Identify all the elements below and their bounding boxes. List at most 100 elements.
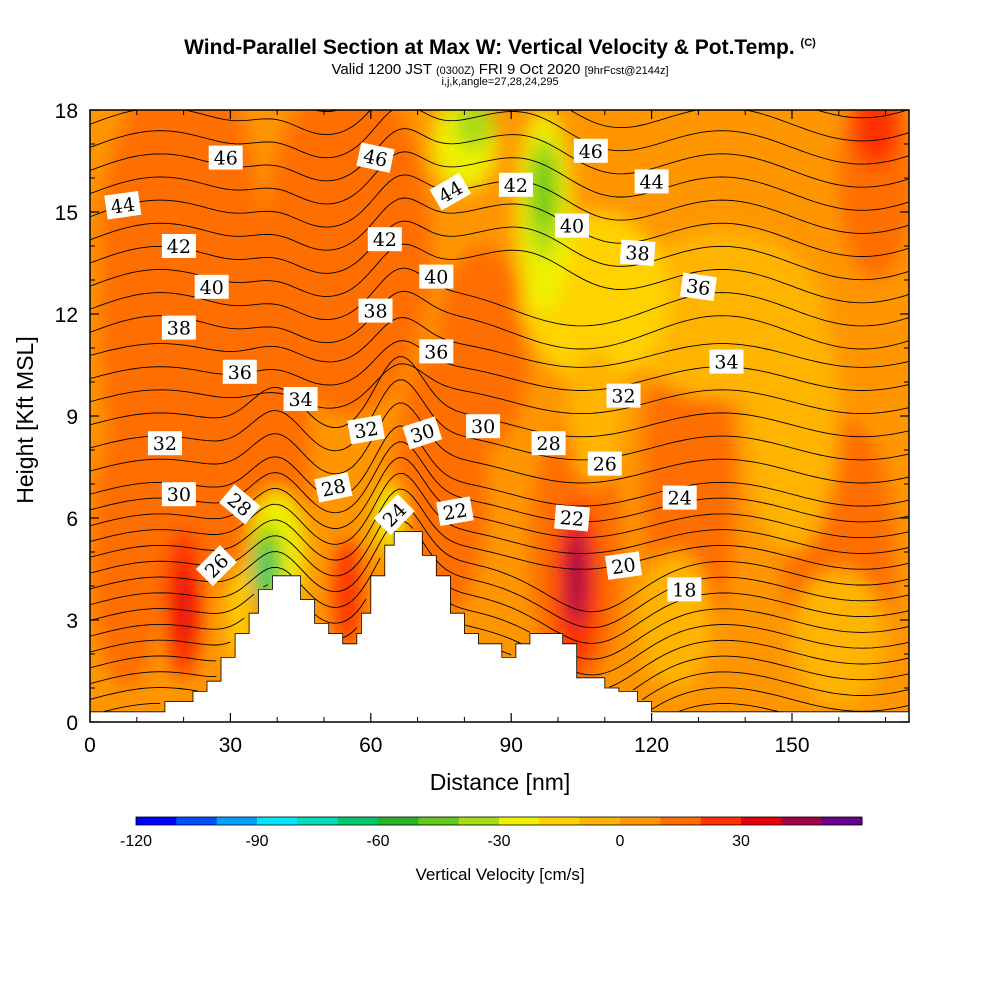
contour-label: 22 <box>436 496 474 526</box>
theta-contour-line <box>844 93 881 94</box>
theta-contour-line <box>90 363 909 415</box>
copyright-mark: (C) <box>800 37 816 49</box>
y-tick-label: 18 <box>55 100 78 123</box>
contour-label-text: 32 <box>153 433 177 455</box>
velocity-region <box>455 110 493 151</box>
x-axis: 0 30 60 90 120 150 <box>84 110 887 757</box>
contour-label-text: 46 <box>361 145 389 172</box>
contour-label: 26 <box>587 451 622 476</box>
contour-label: 24 <box>662 485 697 510</box>
contour-label-box <box>104 190 142 220</box>
contour-label-text: 42 <box>504 175 528 197</box>
contour-label-text: 28 <box>537 433 561 455</box>
colorbar-tick-label: -90 <box>245 833 268 850</box>
colorbar-swatch <box>660 817 702 825</box>
velocity-region <box>99 110 193 382</box>
contour-label-box <box>222 359 257 384</box>
contour-label-text: 34 <box>289 389 313 411</box>
contour-label-box <box>367 227 402 252</box>
contour-label: 34 <box>283 387 318 411</box>
subtitle-valid: Valid 1200 JST <box>331 61 432 78</box>
colorbar-tick-label: -30 <box>487 833 510 850</box>
colorbar-swatch <box>458 817 500 825</box>
contour-label-box <box>161 234 196 258</box>
velocity-region <box>852 110 900 168</box>
x-tick-label: 60 <box>359 734 382 757</box>
theta-contour-line <box>90 267 909 327</box>
y-tick-label: 15 <box>55 202 78 225</box>
colorbar-swatch <box>257 817 298 825</box>
contour-label: 18 <box>667 577 702 602</box>
contour-label-text: 34 <box>714 352 738 374</box>
contour-label-box <box>195 545 237 587</box>
colorbar-swatch <box>821 817 863 825</box>
contour-label-box <box>555 213 589 238</box>
contour-label: 28 <box>531 431 566 456</box>
contour-label-text: 44 <box>640 171 664 193</box>
colorbar-swatch <box>539 817 581 825</box>
colorbar-tick-label: -120 <box>120 833 152 850</box>
theta-contour-line <box>90 379 909 461</box>
contour-label: 46 <box>573 138 608 163</box>
x-tick-label: 150 <box>774 734 809 757</box>
theta-contour-line <box>90 655 909 691</box>
contour-label-box <box>219 484 261 525</box>
contour-label: 46 <box>208 145 243 170</box>
theta-contour-line <box>90 687 909 712</box>
y-tick-label: 9 <box>66 406 78 429</box>
contour-label-text: 38 <box>363 301 387 323</box>
theta-contour-line <box>90 639 909 688</box>
theta-contour-line <box>90 110 909 165</box>
contour-label-box <box>419 339 454 364</box>
contour-label-box <box>402 416 443 450</box>
x-tick-label: 90 <box>500 734 523 757</box>
title-text: Wind-Parallel Section at Max W: Vertical… <box>184 36 795 59</box>
theta-contour-line <box>90 317 909 368</box>
contour-label-box <box>147 431 182 456</box>
subtitle-forecast: [9hrFcst@2144z] <box>584 65 669 77</box>
theta-contour-line <box>90 457 909 539</box>
colorbar-swatch <box>781 817 823 825</box>
contour-label: 40 <box>555 213 589 238</box>
contour-label: 44 <box>634 169 669 194</box>
contour-label-box <box>709 349 744 374</box>
contour-label-box <box>283 387 318 411</box>
contour-label-text: 22 <box>559 507 585 531</box>
contour-label: 30 <box>466 414 501 439</box>
contour-label-box <box>531 431 566 456</box>
contour-label-text: 20 <box>610 554 637 579</box>
contour-label-box <box>161 482 196 507</box>
subtitle-utc: (0300Z) <box>435 65 475 77</box>
velocity-region <box>567 348 624 484</box>
contour-label: 40 <box>419 264 454 289</box>
contour-label-box <box>634 169 669 194</box>
colorbar-title: Vertical Velocity [cm/s] <box>415 865 584 884</box>
theta-contour-line <box>90 290 909 350</box>
colorbar-swatch <box>499 817 540 825</box>
contour-label-box <box>358 298 393 323</box>
contour-label-text: 22 <box>441 499 469 525</box>
contour-label-text: 28 <box>319 475 347 502</box>
chart-subtitle: Valid 1200 JST (0300Z) FRI 9 Oct 2020 [9… <box>0 61 1000 78</box>
contour-label-box <box>662 485 697 510</box>
colorbar-swatch <box>297 817 339 825</box>
contour-label-box <box>436 496 474 526</box>
contour-label-box <box>679 272 717 302</box>
colorbar-tick-label: 0 <box>616 833 625 850</box>
contour-label: 42 <box>367 227 402 252</box>
contour-label: 36 <box>679 272 717 302</box>
y-tick-label: 12 <box>55 304 78 327</box>
colorbar-swatch <box>176 817 218 825</box>
theta-contour-line <box>90 472 909 554</box>
contour-label-text: 46 <box>214 148 238 170</box>
velocity-region <box>263 110 432 416</box>
subtitle-date: FRI 9 Oct 2020 <box>478 61 581 78</box>
y-tick-label: 6 <box>66 508 78 531</box>
contour-label: 32 <box>147 431 182 456</box>
contour-label: 40 <box>194 274 229 299</box>
contour-label: 36 <box>419 339 454 364</box>
contour-label-box <box>466 414 501 439</box>
theta-contour-line <box>103 702 779 712</box>
velocity-region <box>838 110 909 280</box>
